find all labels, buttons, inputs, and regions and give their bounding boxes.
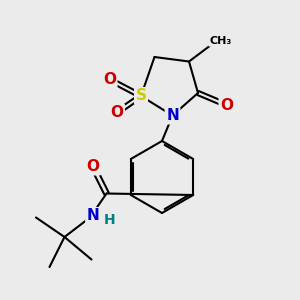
Text: O: O — [220, 98, 233, 112]
Text: O: O — [110, 105, 124, 120]
Text: N: N — [87, 208, 99, 224]
Text: N: N — [166, 108, 179, 123]
Text: CH₃: CH₃ — [209, 35, 232, 46]
Text: H: H — [104, 214, 115, 227]
Text: O: O — [103, 72, 116, 87]
Text: S: S — [136, 88, 146, 104]
Text: O: O — [86, 159, 100, 174]
